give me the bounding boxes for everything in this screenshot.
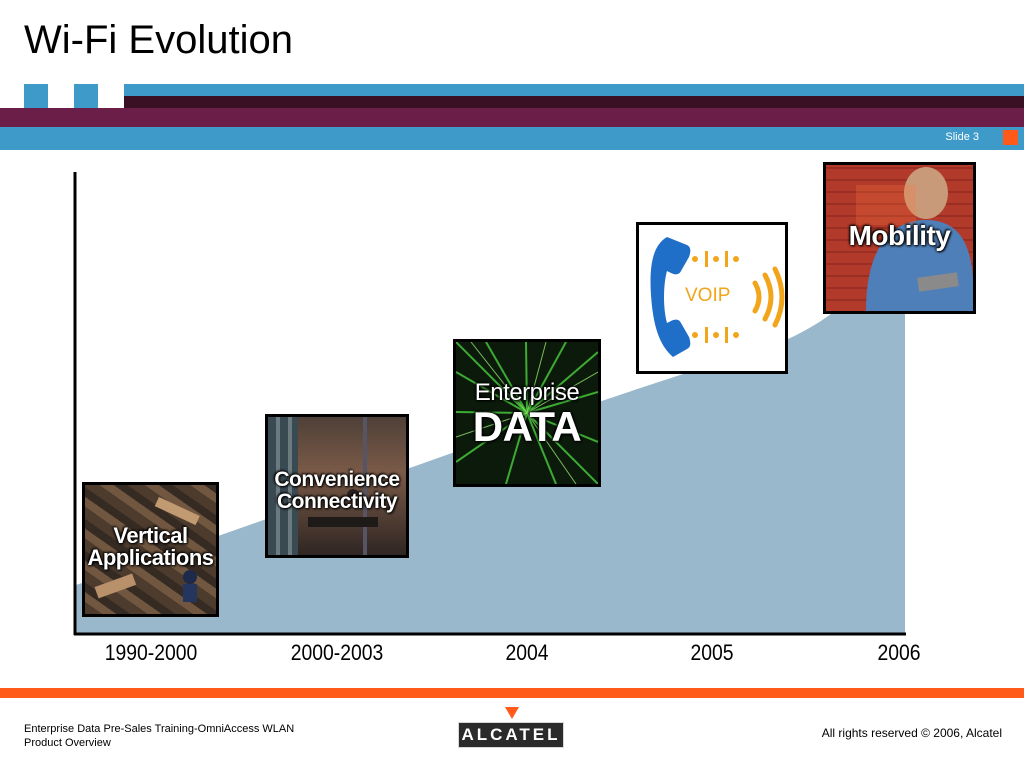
mobile-worker-photo bbox=[856, 167, 973, 311]
header-band-maroon bbox=[0, 108, 1024, 127]
stage-label: Vertical bbox=[113, 523, 188, 548]
footer-copyright: All rights reserved © 2006, Alcatel bbox=[821, 726, 1002, 740]
year-label: 1990-2000 bbox=[104, 640, 198, 665]
stage-label: DATA bbox=[472, 403, 582, 450]
header-square bbox=[74, 84, 98, 108]
header-gap bbox=[98, 84, 124, 108]
alcatel-logo: ALCATEL bbox=[458, 722, 564, 748]
warehouse-conveyor-photo bbox=[85, 485, 216, 614]
year-label: 2005 bbox=[690, 640, 734, 665]
footer-rule bbox=[0, 688, 1024, 698]
year-label: 2000-2003 bbox=[290, 640, 384, 665]
stage-enterprise-data: Enterprise DATA bbox=[453, 339, 601, 487]
office-meeting-photo bbox=[268, 417, 378, 555]
header-square bbox=[24, 84, 48, 108]
header-band-dark bbox=[0, 96, 1024, 108]
header-band-lower bbox=[0, 127, 1024, 150]
stage-label: Connectivity bbox=[276, 490, 398, 513]
stage-vertical-applications: Vertical Applications bbox=[82, 482, 219, 617]
header-gap bbox=[48, 84, 74, 108]
stage-voip: VOIP bbox=[636, 222, 788, 374]
header-gap bbox=[0, 84, 24, 108]
slide-number: Slide 3 bbox=[945, 131, 979, 143]
stage-convenience-connectivity: Convenience Connectivity bbox=[265, 414, 409, 558]
slide-title: Wi-Fi Evolution bbox=[24, 18, 293, 62]
stage-label: Mobility bbox=[848, 220, 951, 251]
footer-course-title: Enterprise Data Pre-Sales Training-OmniA… bbox=[24, 723, 295, 749]
slide-marker bbox=[1003, 130, 1018, 145]
stage-mobility: Mobility bbox=[823, 162, 976, 314]
year-label: 2006 bbox=[877, 640, 921, 665]
logo-triangle-icon bbox=[505, 707, 519, 719]
telephone-handset-icon bbox=[650, 237, 785, 357]
year-label: 2004 bbox=[505, 640, 549, 665]
stage-label: Convenience bbox=[274, 468, 400, 491]
data-stream-photo bbox=[456, 342, 598, 484]
stage-label: Applications bbox=[87, 545, 214, 570]
stage-label: Enterprise bbox=[474, 379, 580, 406]
header-band-blue bbox=[0, 84, 1024, 96]
stage-label: VOIP bbox=[685, 285, 731, 306]
